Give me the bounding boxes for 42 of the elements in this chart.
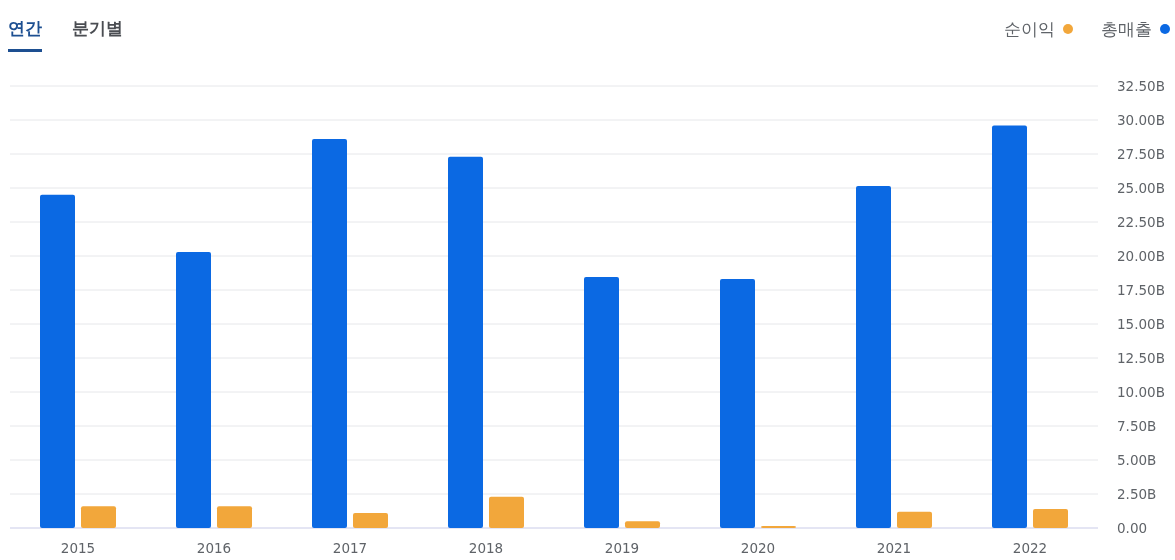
y-tick-label: 27.50B	[1117, 146, 1165, 162]
bar	[217, 506, 252, 528]
y-tick-label: 20.00B	[1117, 248, 1165, 264]
x-tick-label: 2015	[60, 540, 96, 556]
text: 분기별	[72, 18, 123, 38]
y-tick-label: 32.50B	[1117, 78, 1165, 94]
bar	[40, 194, 75, 528]
x-tick-label: 2020	[740, 540, 776, 556]
bar	[625, 521, 660, 528]
x-tick-label: 2022	[1012, 540, 1048, 556]
text: 연간	[8, 18, 42, 38]
x-tick-label: 2016	[196, 540, 232, 556]
y-tick-label: 17.50B	[1117, 282, 1165, 298]
y-tick-label: 15.00B	[1117, 316, 1165, 332]
x-tick-label: 2017	[332, 540, 368, 556]
bar	[856, 185, 891, 528]
y-tick-label: 7.50B	[1117, 418, 1157, 434]
bar	[489, 496, 524, 528]
bar	[448, 156, 483, 528]
bar	[81, 506, 116, 528]
y-tick-label: 2.50B	[1117, 486, 1157, 502]
y-tick-label: 25.00B	[1117, 180, 1165, 196]
bar	[584, 277, 619, 528]
y-tick-label: 22.50B	[1117, 214, 1165, 230]
bar	[992, 125, 1027, 528]
bar	[312, 139, 347, 528]
y-tick-label: 30.00B	[1117, 112, 1165, 128]
y-tick-label: 5.00B	[1117, 452, 1157, 468]
y-tick-label: 12.50B	[1117, 350, 1165, 366]
legend-label: 총매출	[1101, 19, 1152, 39]
x-tick-label: 2019	[604, 540, 640, 556]
bar	[353, 513, 388, 528]
bar	[761, 525, 796, 528]
x-tick-label: 2021	[876, 540, 912, 556]
y-tick-label: 0.00	[1117, 520, 1148, 536]
legend-label: 순이익	[1004, 19, 1055, 39]
bar	[897, 511, 932, 528]
bar	[720, 279, 755, 528]
bar	[176, 251, 211, 528]
bar	[1033, 508, 1068, 528]
y-tick-label: 10.00B	[1117, 384, 1165, 400]
x-tick-label: 2018	[468, 540, 504, 556]
